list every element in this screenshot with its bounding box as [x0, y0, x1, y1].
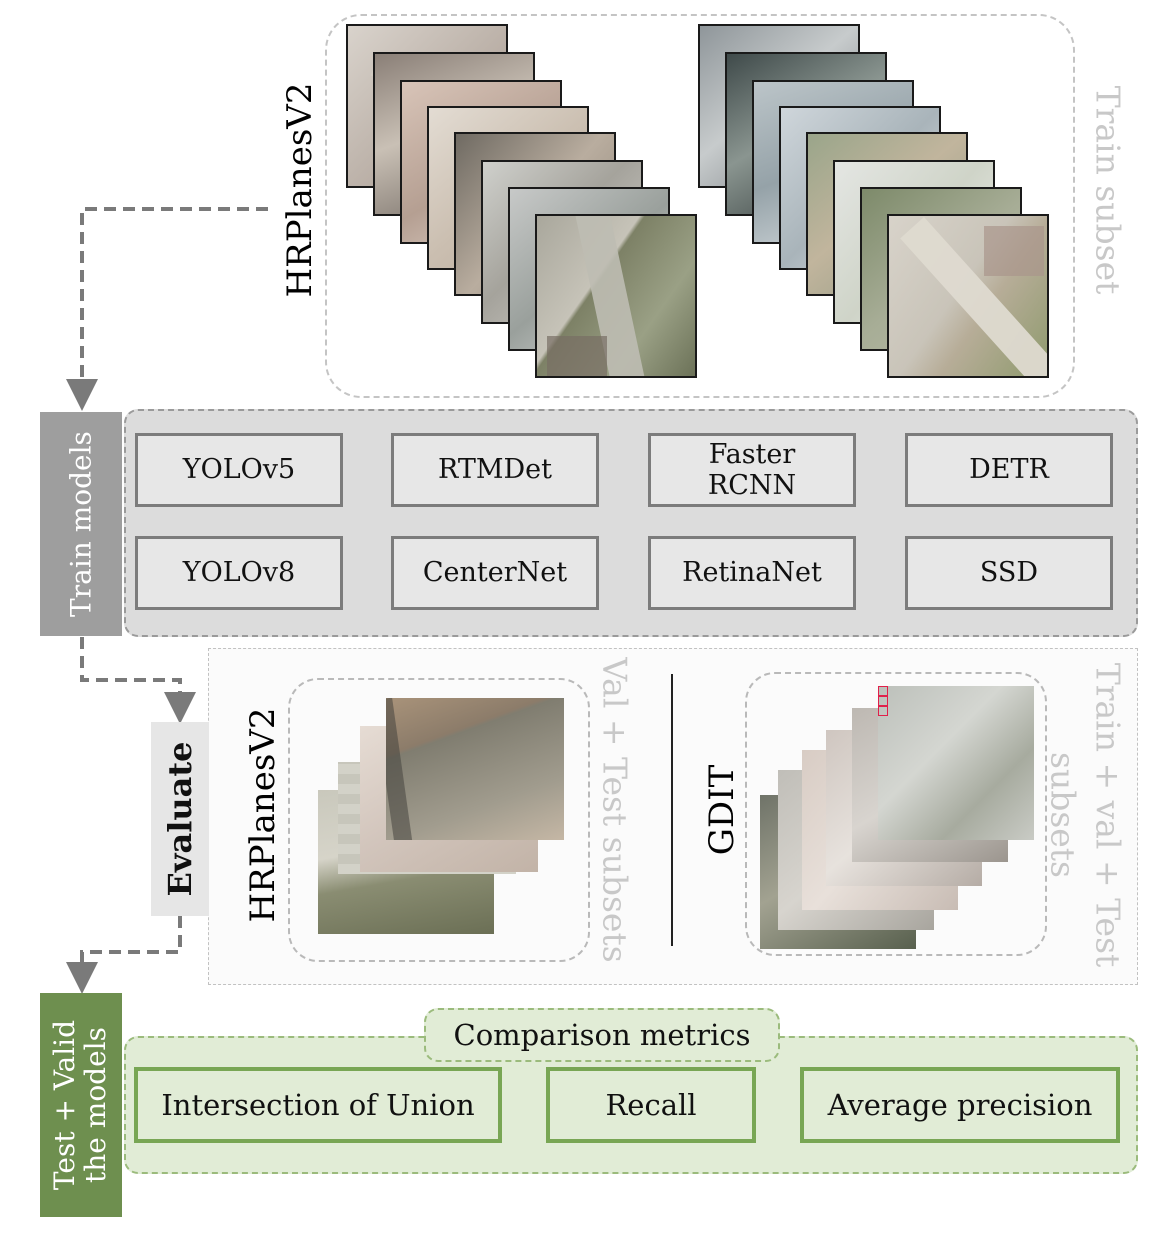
eval-left-subset-label: Val + Test subsets — [595, 657, 635, 963]
aerial-tile — [887, 214, 1049, 378]
eval-left-dataset-label: HRPlanesV2 — [243, 707, 283, 923]
model-box-yolov8: YOLOv8 — [135, 536, 343, 610]
test-valid-side-label: Test + Valid the models — [40, 993, 122, 1217]
eval-right-subset-label-line1: Train + val + Test — [1088, 662, 1128, 968]
eval-left-subset-label-wrap: Val + Test subsets — [592, 657, 636, 963]
model-box-rtmdet: RTMDet — [391, 433, 599, 507]
metric-box-recall: Recall — [546, 1067, 756, 1143]
eval-right-subset-label-wrap-1: Train + val + Test — [1082, 660, 1132, 970]
model-box-centernet: CenterNet — [391, 536, 599, 610]
eval-left-dataset-label-wrap: HRPlanesV2 — [241, 700, 285, 930]
test-valid-label-line1: Test + Valid — [48, 1019, 82, 1191]
eval-right-dataset-label-wrap: GDIT — [700, 710, 744, 910]
aerial-tile — [878, 686, 1034, 840]
evaluate-side-label: Evaluate — [151, 722, 209, 916]
train-dataset-label-wrap: HRPlanesV2 — [278, 60, 322, 320]
metric-box-average-precision: Average precision — [800, 1067, 1120, 1143]
eval-divider — [671, 674, 673, 946]
model-box-faster-rcnn: Faster RCNN — [648, 433, 856, 507]
aerial-tile — [386, 698, 564, 840]
train-models-side-label: Train models — [40, 412, 122, 636]
eval-left-dataset-box — [288, 678, 590, 962]
train-subset-panel — [325, 14, 1075, 398]
arrow-train-subset-to-train-models — [66, 207, 268, 411]
eval-right-dataset-box — [745, 672, 1047, 956]
metrics-title: Comparison metrics — [424, 1008, 780, 1062]
evaluate-label: Evaluate — [161, 741, 199, 897]
train-models-label: Train models — [64, 431, 98, 617]
eval-right-subset-label-line2: subsets — [1043, 752, 1083, 878]
aerial-tile — [535, 214, 697, 378]
metric-box-iou: Intersection of Union — [134, 1067, 502, 1143]
test-valid-label: Test + Valid the models — [48, 1019, 112, 1191]
train-subset-label-wrap: Train subset — [1085, 80, 1129, 300]
model-box-detr: DETR — [905, 433, 1113, 507]
model-box-yolov5: YOLOv5 — [135, 433, 343, 507]
test-valid-label-line2: the models — [79, 1027, 112, 1183]
model-box-retinanet: RetinaNet — [648, 536, 856, 610]
model-box-ssd: SSD — [905, 536, 1113, 610]
train-subset-label: Train subset — [1088, 85, 1128, 295]
eval-right-subset-label-wrap-2: subsets — [1040, 740, 1084, 890]
train-dataset-label: HRPlanesV2 — [280, 82, 320, 298]
arrow-train-models-to-evaluate — [80, 637, 196, 724]
eval-right-dataset-label: GDIT — [702, 764, 742, 856]
arrow-evaluate-to-test — [66, 916, 182, 994]
